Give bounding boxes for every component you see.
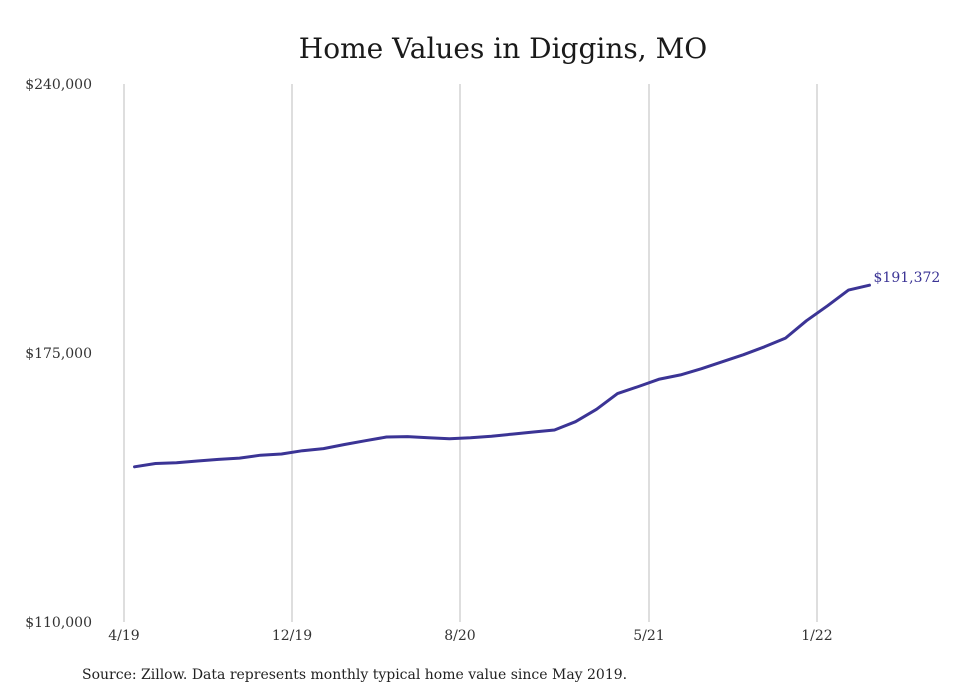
data-point	[238, 457, 241, 460]
data-point	[637, 385, 640, 388]
data-point	[196, 460, 199, 463]
data-point	[595, 408, 598, 411]
data-point	[364, 439, 367, 442]
x-tick-label: 8/20	[444, 628, 475, 644]
y-tick-label: $175,000	[25, 346, 92, 362]
data-point	[322, 447, 325, 450]
data-point	[700, 367, 703, 370]
data-point	[259, 454, 262, 457]
data-point	[427, 436, 430, 439]
y-tick-label: $110,000	[25, 615, 92, 631]
data-point	[448, 437, 451, 440]
data-point	[847, 289, 850, 292]
data-point	[490, 435, 493, 438]
data-point	[553, 428, 556, 431]
data-point	[217, 458, 220, 461]
data-point	[301, 449, 304, 452]
x-tick-label: 12/19	[272, 628, 312, 644]
data-point	[574, 420, 577, 423]
x-tick-label: 1/22	[801, 628, 832, 644]
data-point	[679, 373, 682, 376]
source-note: Source: Zillow. Data represents monthly …	[82, 667, 628, 683]
data-point	[469, 436, 472, 439]
data-point	[385, 436, 388, 439]
data-point	[406, 435, 409, 438]
series-line	[133, 283, 871, 469]
data-point	[658, 378, 661, 381]
data-point	[175, 461, 178, 464]
data-point	[133, 465, 136, 468]
x-axis: 4/19 12/19 8/20 5/21 1/22	[108, 628, 832, 644]
end-value-label: $191,372	[874, 270, 941, 286]
x-tick-label: 4/19	[108, 628, 139, 644]
data-point	[532, 431, 535, 434]
chart-title: Home Values in Diggins, MO	[299, 32, 707, 65]
y-tick-label: $240,000	[25, 77, 92, 93]
y-axis: $110,000 $175,000 $240,000	[25, 77, 92, 631]
x-tick-label: 5/21	[633, 628, 664, 644]
gridlines	[123, 84, 818, 622]
data-points	[133, 284, 871, 469]
data-point	[343, 443, 346, 446]
data-point	[826, 304, 829, 307]
data-point	[616, 392, 619, 395]
data-point	[511, 433, 514, 436]
data-point	[784, 337, 787, 340]
data-point	[805, 319, 808, 322]
data-point	[721, 360, 724, 363]
data-point	[763, 345, 766, 348]
data-point	[742, 353, 745, 356]
data-point	[280, 452, 283, 455]
data-point	[868, 284, 871, 287]
data-point	[154, 462, 157, 465]
